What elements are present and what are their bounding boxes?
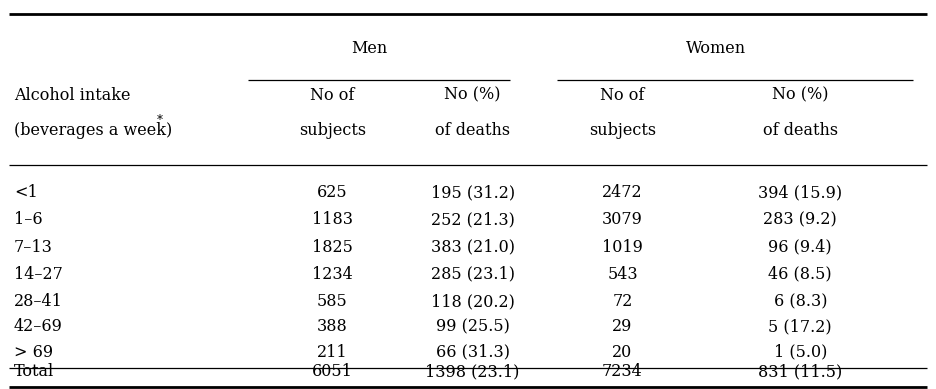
Text: 1234: 1234 xyxy=(312,266,353,283)
Text: 7234: 7234 xyxy=(602,363,643,380)
Text: 72: 72 xyxy=(612,293,633,310)
Text: Women: Women xyxy=(686,40,746,57)
Text: 285 (23.1): 285 (23.1) xyxy=(431,266,515,283)
Text: 14–27: 14–27 xyxy=(14,266,63,283)
Text: 831 (11.5): 831 (11.5) xyxy=(758,363,842,380)
Text: 585: 585 xyxy=(317,293,347,310)
Text: No (%): No (%) xyxy=(445,87,501,104)
Text: 1825: 1825 xyxy=(312,238,353,256)
Text: (beverages a week): (beverages a week) xyxy=(14,122,172,139)
Text: 211: 211 xyxy=(317,343,347,361)
Text: > 69: > 69 xyxy=(14,343,53,361)
Text: 1–6: 1–6 xyxy=(14,211,43,228)
Text: 283 (9.2): 283 (9.2) xyxy=(764,211,837,228)
Text: 543: 543 xyxy=(607,266,637,283)
Text: 6 (8.3): 6 (8.3) xyxy=(773,293,827,310)
Text: 195 (31.2): 195 (31.2) xyxy=(431,184,515,201)
Text: 29: 29 xyxy=(612,318,633,335)
Text: 394 (15.9): 394 (15.9) xyxy=(758,184,842,201)
Text: 383 (21.0): 383 (21.0) xyxy=(431,238,515,256)
Text: subjects: subjects xyxy=(299,122,366,139)
Text: 1398 (23.1): 1398 (23.1) xyxy=(426,363,519,380)
Text: 42–69: 42–69 xyxy=(14,318,63,335)
Text: 388: 388 xyxy=(317,318,347,335)
Text: 96 (9.4): 96 (9.4) xyxy=(768,238,832,256)
Text: 28–41: 28–41 xyxy=(14,293,63,310)
Text: 1183: 1183 xyxy=(312,211,353,228)
Text: 6051: 6051 xyxy=(312,363,353,380)
Text: 252 (21.3): 252 (21.3) xyxy=(431,211,515,228)
Text: No of: No of xyxy=(310,87,355,104)
Text: 1019: 1019 xyxy=(602,238,643,256)
Text: No (%): No (%) xyxy=(772,87,828,104)
Text: Alcohol intake: Alcohol intake xyxy=(14,87,130,104)
Text: <1: <1 xyxy=(14,184,37,201)
Text: of deaths: of deaths xyxy=(763,122,838,139)
Text: 2472: 2472 xyxy=(602,184,643,201)
Text: 66 (31.3): 66 (31.3) xyxy=(435,343,510,361)
Text: No of: No of xyxy=(600,87,645,104)
Text: Total: Total xyxy=(14,363,54,380)
Text: of deaths: of deaths xyxy=(435,122,510,139)
Text: 5 (17.2): 5 (17.2) xyxy=(768,318,832,335)
Text: 20: 20 xyxy=(612,343,633,361)
Text: 625: 625 xyxy=(317,184,347,201)
Text: 118 (20.2): 118 (20.2) xyxy=(431,293,515,310)
Text: Men: Men xyxy=(352,40,388,57)
Text: 7–13: 7–13 xyxy=(14,238,53,256)
Text: *: * xyxy=(157,114,163,127)
Text: 46 (8.5): 46 (8.5) xyxy=(768,266,832,283)
Text: 99 (25.5): 99 (25.5) xyxy=(436,318,509,335)
Text: 3079: 3079 xyxy=(602,211,643,228)
Text: 1 (5.0): 1 (5.0) xyxy=(773,343,827,361)
Text: subjects: subjects xyxy=(589,122,656,139)
